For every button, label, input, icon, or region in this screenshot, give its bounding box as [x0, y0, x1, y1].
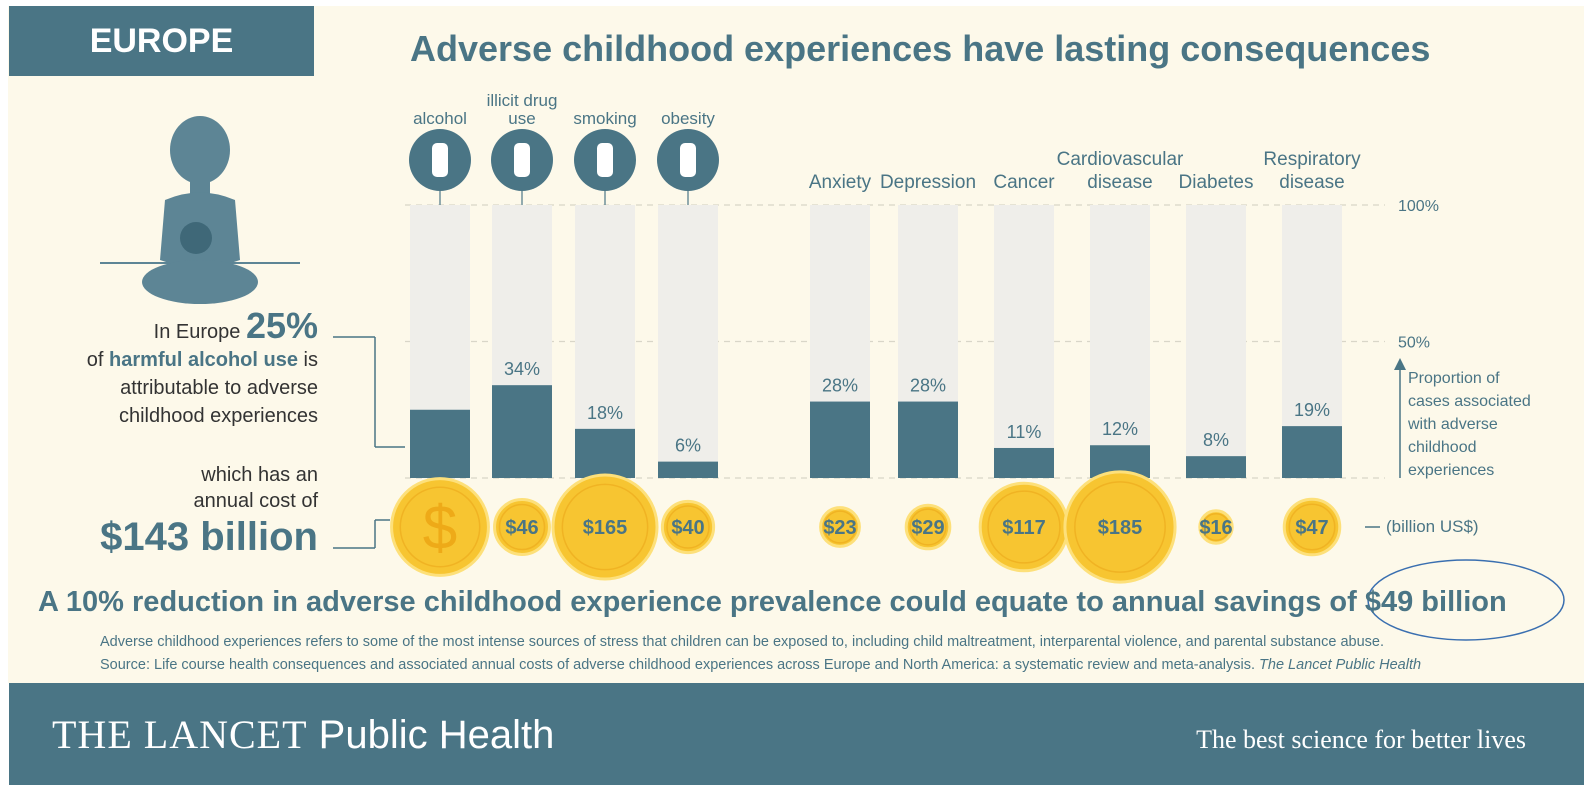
bar: [575, 429, 635, 478]
footnote: Adverse childhood experiences refers to …: [100, 634, 1384, 650]
callout-text: In Europe: [154, 321, 241, 343]
y-tick-label: 50%: [1398, 335, 1430, 352]
coin-label: $16: [1199, 517, 1232, 539]
axis-arrowhead: [1394, 358, 1406, 370]
callout-percent: 25%: [246, 305, 318, 346]
value-label: 12%: [1102, 419, 1138, 439]
tagline: The best science for better lives: [1196, 725, 1526, 755]
headline: A 10% reduction in adverse childhood exp…: [38, 586, 1507, 619]
value-label: 34%: [504, 359, 540, 379]
category-label: smoking: [563, 110, 647, 128]
source-journal: The Lancet Public Health: [1259, 657, 1421, 673]
coin-symbol: $: [423, 494, 457, 563]
bar: [1186, 456, 1246, 478]
headline-amount: $49 billion: [1365, 586, 1507, 618]
coin-label: $46: [505, 517, 538, 539]
region-badge: EUROPE: [9, 6, 314, 76]
alcohol-callout: In Europe 25% of harmful alcohol use is …: [87, 312, 318, 430]
legend-proportion: Proportion of cases associated with adve…: [1408, 367, 1538, 482]
value-label: 28%: [910, 376, 946, 396]
child-ball: [180, 222, 212, 254]
child-head: [170, 116, 230, 184]
headline-text: A 10% reduction in adverse childhood exp…: [38, 586, 1357, 618]
value-label: 28%: [822, 376, 858, 396]
source: Source: Life course health consequences …: [100, 657, 1421, 673]
bar: [658, 462, 718, 478]
source-text: Source: Life course health consequences …: [100, 657, 1255, 673]
category-icon-glyph: [432, 143, 448, 177]
brand-name: THE LANCET: [52, 712, 308, 757]
brand-suffix: Public Health: [319, 713, 555, 757]
chart-title: Adverse childhood experiences have lasti…: [410, 28, 1430, 70]
legend-cost: (billion US$): [1386, 515, 1479, 538]
cost-callout: which has an annual cost of $143 billion: [100, 462, 318, 560]
category-label: illicit drug use: [480, 92, 564, 128]
coin-label: $185: [1098, 517, 1143, 539]
category-label: Respiratory disease: [1237, 148, 1387, 194]
cost-text: which has an: [201, 464, 318, 486]
child-figure: [100, 116, 300, 304]
value-label: 6%: [675, 436, 701, 456]
category-label: obesity: [646, 110, 730, 128]
callout-text: childhood experiences: [119, 405, 318, 427]
coin-label: $165: [583, 517, 628, 539]
callout-text: of: [87, 349, 104, 371]
value-label: 8%: [1203, 430, 1229, 450]
category-icon-glyph: [597, 143, 613, 177]
value-label: 19%: [1294, 400, 1330, 420]
coin-label: $29: [911, 517, 944, 539]
cost-text: annual cost of: [193, 490, 318, 512]
category-icon-glyph: [680, 143, 696, 177]
bar: [810, 402, 870, 478]
child-neck: [190, 178, 210, 194]
value-label: 18%: [587, 403, 623, 423]
footer: THE LANCET Public Health The best scienc…: [9, 683, 1584, 785]
child-legs: [142, 260, 258, 304]
callout-text: attributable to adverse: [120, 377, 318, 399]
bar: [898, 402, 958, 478]
category-icon-glyph: [514, 143, 530, 177]
bar: [492, 385, 552, 478]
coin-label: $47: [1295, 517, 1328, 539]
bar: [410, 410, 470, 478]
brand: THE LANCET Public Health: [52, 711, 554, 758]
callout-highlight: harmful alcohol use: [109, 349, 298, 371]
y-tick-label: 100%: [1398, 198, 1439, 215]
coin-label: $117: [1002, 517, 1045, 539]
coin-label: $23: [823, 517, 856, 539]
infographic: 50% 100% $34% $46 18% $165 6% $40 28% $23 28% $29 11…: [0, 0, 1584, 793]
cost-amount: $143 billion: [100, 514, 318, 560]
category-label: alcohol: [398, 110, 482, 128]
bar: [1282, 426, 1342, 478]
coin-label: $40: [671, 517, 704, 539]
value-label: 11%: [1007, 422, 1042, 442]
bar: [994, 448, 1054, 478]
callout-text: is: [304, 349, 318, 371]
